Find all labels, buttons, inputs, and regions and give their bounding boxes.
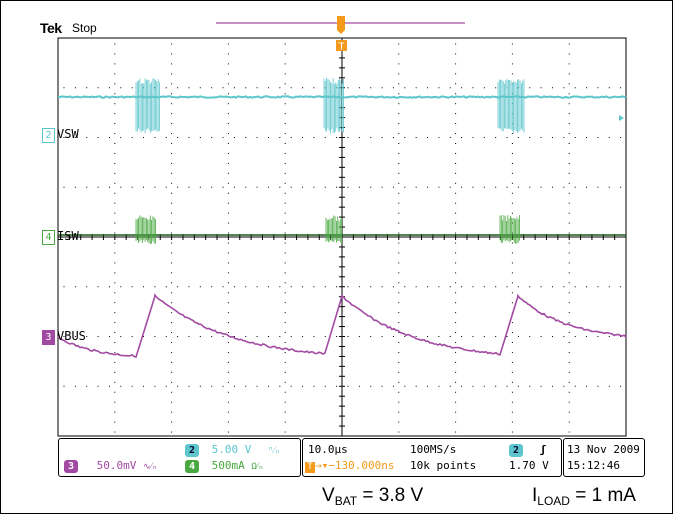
ch3-badge: 3 <box>64 460 78 473</box>
channel-4-tag: 4 ISW <box>42 229 79 245</box>
timebase-readout: 10.0µs <box>308 443 348 456</box>
trigger-marker-icon: T <box>336 40 347 53</box>
channel-4-number: 4 <box>42 230 55 245</box>
trigger-channel-badge: 2 <box>509 444 523 457</box>
trigger-delay-value: 130.000ns <box>334 459 395 472</box>
vbat-caption: VBAT = 3.8 V <box>322 485 424 508</box>
date-readout: 13 Nov 2009 <box>567 443 640 456</box>
ch2-switching-burst-1 <box>135 78 160 134</box>
ch2-switching-burst-2 <box>323 78 344 134</box>
ch2-scale-readout: 2 5.00 V ⁿ⁄ₙ <box>185 443 280 457</box>
channel-2-tag: 2 VSW <box>42 127 79 143</box>
record-length-readout: 10k points <box>410 459 477 472</box>
ch4-current-burst-1 <box>135 215 156 244</box>
ch4-badge: 4 <box>185 460 199 473</box>
trigger-level-arrow-icon <box>619 115 624 121</box>
channel-3-label: VBUS <box>57 329 86 343</box>
trigger-level-readout: 1.70 V <box>509 459 549 472</box>
trigger-delay-readout: T →▾−130.000ns <box>305 459 394 473</box>
ch4-current-burst-2 <box>325 215 342 244</box>
waveform-traces <box>57 78 627 358</box>
datetime-panel <box>563 438 645 477</box>
channel-3-number: 3 <box>42 330 55 345</box>
channel-4-label: ISW <box>57 229 79 243</box>
ch4-current-burst-3 <box>499 215 520 244</box>
trigger-slope-icon: ʃ <box>539 443 547 456</box>
acquisition-status: Stop <box>72 21 97 35</box>
trigger-source-readout: 2 ʃ <box>509 443 546 457</box>
ch3-trace <box>57 292 627 358</box>
trigger-position-icon <box>337 16 345 34</box>
horizontal-readout-panel <box>302 438 562 477</box>
channel-2-label: VSW <box>57 127 79 141</box>
channel-3-tag: 3 VBUS <box>42 329 86 345</box>
vertical-readout-panel <box>58 438 301 477</box>
ch4-scale: 500mA <box>211 459 245 472</box>
ch4-scale-readout: 4 500mA Ω⁄ₙ <box>185 459 264 473</box>
trigger-marker-label: T <box>338 42 344 53</box>
ch2-badge: 2 <box>185 444 199 457</box>
ch2-switching-burst-3 <box>497 78 525 134</box>
channel-2-number: 2 <box>42 128 55 143</box>
sample-rate-readout: 100MS/s <box>410 443 457 456</box>
brand-logo: Tek <box>40 20 62 36</box>
iload-caption: ILOAD = 1 mA <box>532 485 636 508</box>
ch3-scale: 50.0mV <box>96 459 137 472</box>
time-readout: 15:12:46 <box>567 459 620 472</box>
ch2-scale: 5.00 V <box>211 443 252 456</box>
ch3-scale-readout: 3 50.0mV ∿⁄ₙ <box>64 459 157 473</box>
